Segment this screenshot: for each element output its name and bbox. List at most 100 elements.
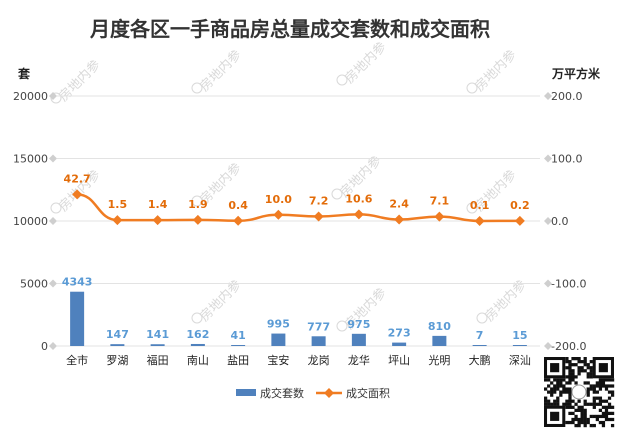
line-point bbox=[72, 189, 83, 200]
line-point bbox=[474, 215, 485, 226]
category-label: 光明 bbox=[428, 353, 450, 367]
line-point bbox=[152, 215, 163, 226]
category-axis: 全市 罗湖 福田 南山 盐田 宝安 龙岗 龙华 坪山 光明 大鹏 深汕 bbox=[66, 353, 531, 367]
bar bbox=[472, 345, 487, 346]
right-axis-unit: 万平方米 bbox=[551, 66, 601, 81]
legend-label: 成交面积 bbox=[346, 386, 390, 400]
bar-value-label: 810 bbox=[428, 320, 451, 333]
bar bbox=[271, 333, 286, 346]
legend-label: 成交套数 bbox=[260, 386, 304, 400]
bar-value-label: 162 bbox=[186, 328, 209, 341]
category-label: 龙华 bbox=[348, 353, 370, 367]
line-point bbox=[353, 209, 364, 220]
bar bbox=[231, 345, 246, 346]
legend-item-bar: 成交套数 bbox=[236, 386, 304, 400]
bar-value-label: 141 bbox=[146, 328, 169, 341]
category-label: 全市 bbox=[66, 353, 88, 367]
bar-value-label: 777 bbox=[307, 320, 330, 333]
bar bbox=[432, 335, 447, 346]
line-point bbox=[313, 211, 324, 222]
bar bbox=[150, 344, 165, 346]
left-tick-label: 5000 bbox=[20, 278, 48, 291]
category-label: 罗湖 bbox=[106, 354, 128, 367]
watermark-mark: 房地内参 bbox=[466, 47, 520, 95]
line-point bbox=[112, 215, 123, 226]
bar bbox=[512, 345, 527, 346]
category-label: 南山 bbox=[187, 354, 209, 367]
right-tick-label: 0.0 bbox=[551, 215, 569, 228]
bar bbox=[311, 336, 326, 346]
watermark-mark: 房地内参 bbox=[50, 57, 104, 105]
qr-code-image bbox=[542, 355, 616, 429]
right-tick-label: -200.0 bbox=[551, 340, 586, 353]
line-path bbox=[77, 193, 520, 223]
watermark-mark: 房地内参 bbox=[191, 47, 245, 95]
watermark-text: 房地内参 bbox=[342, 39, 390, 87]
left-tick-label: 0 bbox=[41, 340, 48, 353]
legend: 成交套数 成交面积 bbox=[236, 386, 390, 400]
line-point bbox=[192, 214, 203, 225]
right-tick-marker bbox=[544, 279, 552, 288]
watermark-text: 房地内参 bbox=[472, 47, 520, 95]
right-tick-marker bbox=[544, 217, 552, 225]
line-value-label: 1.5 bbox=[108, 198, 128, 211]
bar bbox=[70, 291, 85, 346]
watermark-text: 房地内参 bbox=[197, 47, 245, 95]
line-point bbox=[394, 214, 405, 225]
line-value-label: 10.0 bbox=[265, 193, 292, 206]
chart-title: 月度各区一手商品房总量成交套数和成交面积 bbox=[89, 17, 490, 41]
line-value-label: 7.2 bbox=[309, 195, 329, 208]
left-axis-ticks: 0 5000 10000 15000 20000 bbox=[13, 90, 57, 353]
category-label: 龙岗 bbox=[308, 354, 330, 367]
right-tick-marker bbox=[544, 92, 552, 100]
bar-value-label: 147 bbox=[106, 328, 129, 341]
bar-value-label: 15 bbox=[512, 329, 527, 342]
watermark-text: 房地内参 bbox=[56, 57, 104, 105]
bar bbox=[392, 342, 407, 346]
right-tick-label: 200.0 bbox=[551, 90, 583, 103]
line-point bbox=[233, 215, 244, 226]
category-label: 福田 bbox=[147, 353, 169, 367]
left-tick-marker bbox=[49, 342, 57, 350]
line-point bbox=[434, 211, 445, 222]
category-label: 坪山 bbox=[388, 354, 410, 367]
right-tick-marker bbox=[544, 342, 552, 350]
bar-value-label: 41 bbox=[230, 329, 245, 342]
line-value-label: 42.7 bbox=[64, 172, 91, 185]
category-label: 宝安 bbox=[267, 353, 289, 367]
bar-value-label: 7 bbox=[476, 329, 484, 342]
line-value-label: 10.6 bbox=[345, 192, 372, 205]
line-series: 42.7 1.5 1.4 1.9 0.4 10.0 7.2 10.6 2.4 7.1 0.1 0.2 bbox=[64, 172, 530, 226]
line-value-label: 0.4 bbox=[228, 199, 248, 212]
bar-value-label: 995 bbox=[267, 318, 290, 331]
left-axis-unit: 套 bbox=[17, 66, 31, 81]
bar-value-label: 975 bbox=[347, 318, 370, 331]
right-tick-label: 100.0 bbox=[551, 153, 583, 166]
bar bbox=[190, 343, 205, 346]
legend-item-line: 成交面积 bbox=[316, 386, 390, 400]
legend-bar-swatch bbox=[236, 389, 256, 396]
legend-line-marker bbox=[324, 388, 334, 398]
left-tick-marker bbox=[49, 154, 57, 163]
bar-value-label: 273 bbox=[388, 327, 411, 340]
category-label: 大鹏 bbox=[469, 353, 491, 367]
right-tick-label: -100.0 bbox=[551, 278, 586, 291]
left-tick-label: 15000 bbox=[13, 153, 48, 166]
line-value-label: 2.4 bbox=[389, 198, 409, 211]
watermark-mark: 房地内参 bbox=[336, 39, 390, 87]
line-point bbox=[514, 215, 525, 226]
right-axis-ticks: -200.0 -100.0 0.0 100.0 200.0 bbox=[544, 90, 586, 353]
left-tick-marker bbox=[49, 217, 57, 225]
left-tick-label: 10000 bbox=[13, 215, 48, 228]
line-value-label: 0.2 bbox=[510, 199, 530, 212]
bar bbox=[110, 344, 125, 346]
line-value-label: 1.9 bbox=[188, 198, 208, 211]
line-point bbox=[273, 209, 284, 220]
left-tick-marker bbox=[49, 92, 57, 100]
category-label: 盐田 bbox=[227, 354, 249, 367]
left-tick-label: 20000 bbox=[13, 90, 48, 103]
bar bbox=[351, 333, 366, 346]
